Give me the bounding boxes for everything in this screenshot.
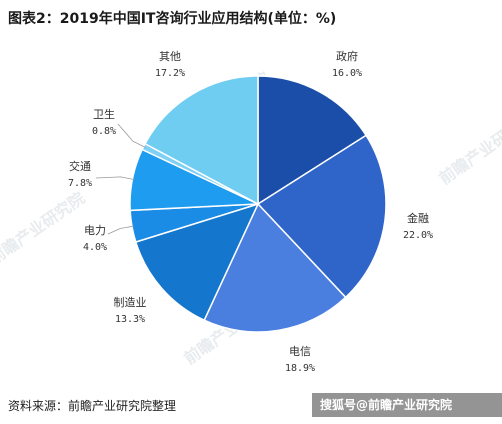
slice-label-5: 交通 (69, 159, 91, 173)
watermark-bar: 搜狐号@前瞻产业研究院 (312, 393, 502, 417)
slice-value-1: 22.0% (403, 230, 433, 241)
slice-label-7: 其他 (159, 50, 181, 63)
pie-slice-7 (144, 75, 259, 206)
slice-value-5: 7.8% (68, 178, 92, 189)
pie-slice-2 (203, 202, 347, 333)
slice-label-4: 电力 (84, 224, 106, 237)
slice-value-7: 17.2% (155, 68, 185, 79)
leader-line-6 (117, 123, 146, 148)
slice-value-2: 18.9% (285, 363, 315, 374)
slice-value-4: 4.0% (83, 242, 107, 253)
slice-label-1: 金融 (407, 211, 429, 225)
pie-slice-0 (257, 75, 368, 206)
slice-label-0: 政府 (336, 49, 358, 63)
pie-slice-1 (256, 134, 387, 299)
slice-label-6: 卫生 (93, 107, 115, 121)
leader-line-5 (95, 176, 135, 180)
chart-title: 图表2：2019年中国IT咨询行业应用结构(单位：%) (8, 11, 337, 27)
source-note: 资料来源：前瞻产业研究院整理 (8, 399, 177, 413)
slice-label-3: 制造业 (114, 295, 147, 309)
slice-value-6: 0.8% (92, 126, 116, 137)
slice-label-2: 电信 (289, 345, 311, 358)
slice-value-0: 16.0% (332, 68, 362, 79)
slice-value-3: 13.3% (115, 314, 145, 325)
leader-line-4 (107, 225, 134, 235)
